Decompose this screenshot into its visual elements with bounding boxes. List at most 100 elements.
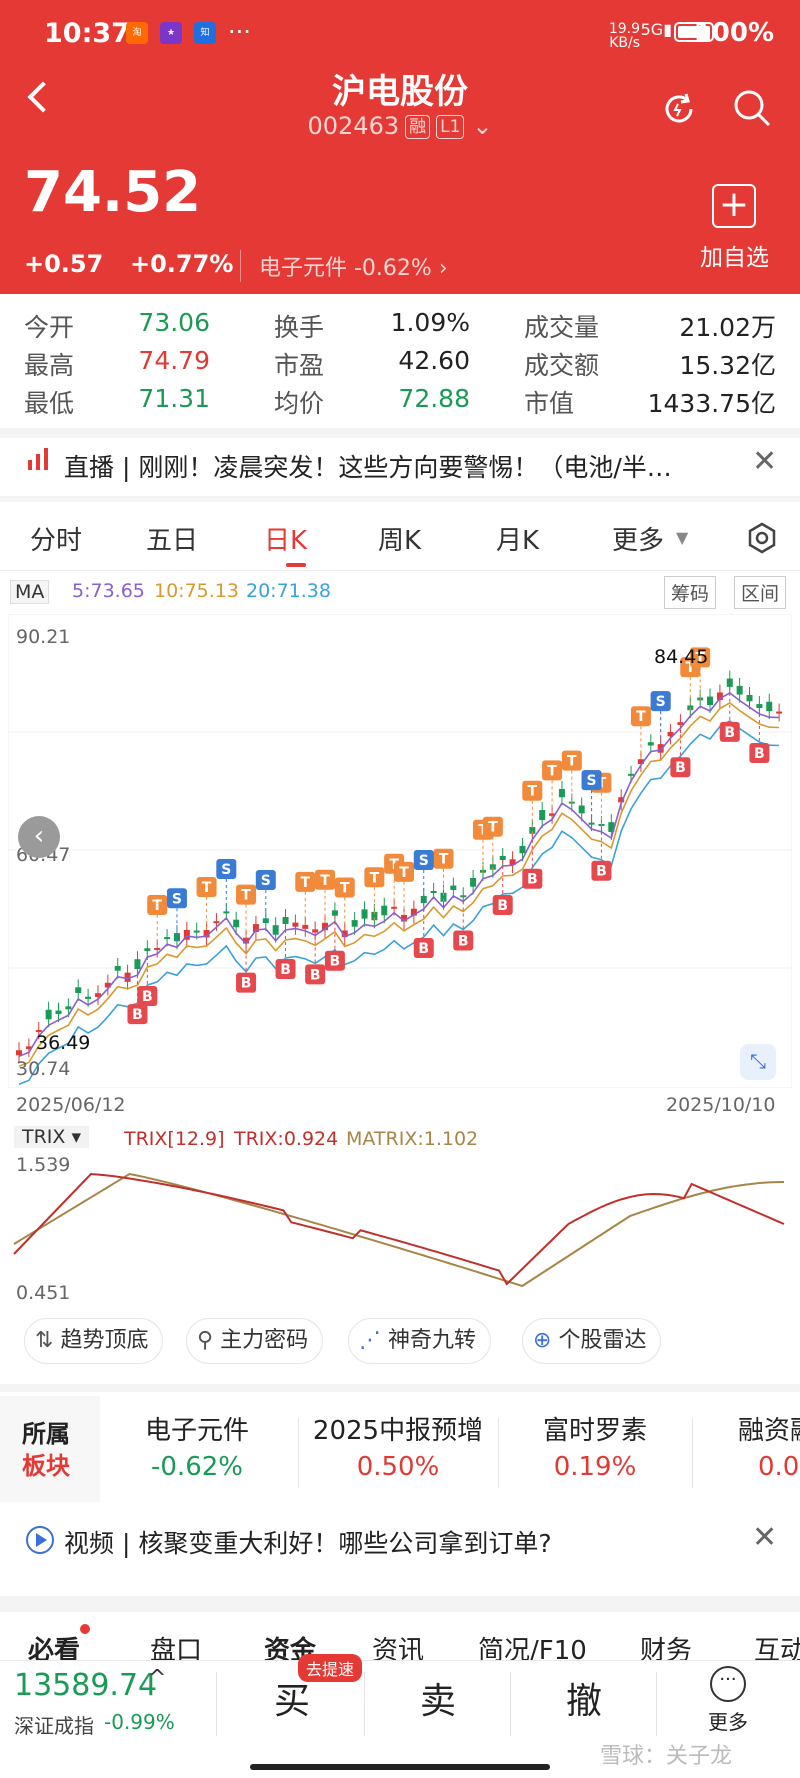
candle-body: [736, 685, 743, 695]
signal-badge: [413, 938, 434, 959]
ma-selector[interactable]: MA: [10, 580, 50, 604]
stat-label: 市盈: [274, 351, 325, 380]
date-start: 2025/06/12: [16, 1094, 126, 1116]
candle-body: [361, 909, 368, 919]
signal-badge: [413, 850, 434, 871]
video-headline[interactable]: 视频 | 核聚变重大利好！哪些公司拿到订单?: [64, 1529, 552, 1558]
index-value[interactable]: 13589.74: [14, 1668, 158, 1703]
ma20-value: 20:71.38: [246, 580, 331, 602]
candle-body: [124, 972, 131, 982]
magic-nine-button[interactable]: ⋰ 神奇九转: [348, 1318, 492, 1364]
notification-dot: [80, 1624, 90, 1634]
signal-badge: [196, 877, 217, 898]
low-label: 36.49: [36, 1032, 91, 1054]
level-tag: L1: [436, 115, 465, 139]
stat-label: 最高: [24, 351, 75, 380]
signal-letter: B: [754, 746, 765, 762]
sector-header: 所属 板块: [0, 1396, 100, 1502]
sector-link[interactable]: 电子元件 -0.62% ›: [240, 250, 448, 282]
candle-body: [756, 704, 763, 709]
stat-label: 成交额: [524, 351, 600, 380]
tab-more[interactable]: 更多: [612, 526, 665, 556]
signal-badge: [561, 750, 582, 771]
sell-button[interactable]: 卖: [419, 1681, 456, 1722]
news-headline[interactable]: 直播 | 刚刚！凌晨突发！这些方向要警惕！（电池/半…: [64, 453, 672, 482]
candle-body: [637, 759, 644, 764]
indicator-selector[interactable]: TRIX ▾: [14, 1126, 90, 1148]
candle-body: [746, 695, 753, 702]
refresh-icon[interactable]: [660, 90, 698, 128]
sector-change: 0.19%: [553, 1452, 637, 1482]
matrix-value: MATRIX:1.102: [346, 1128, 479, 1150]
signal-letter: T: [488, 820, 498, 836]
chart-frame: [8, 614, 792, 1088]
stat-label: 换手: [274, 313, 325, 342]
signal-badge: [591, 860, 612, 881]
tab-intraday[interactable]: 分时: [30, 526, 83, 556]
tab-weekly-k[interactable]: 周K: [378, 526, 422, 556]
trend-top-bottom-button[interactable]: ⇅ 趋势顶底: [24, 1318, 164, 1364]
candle-body: [233, 919, 240, 928]
date-end: 2025/10/10: [666, 1094, 776, 1116]
signal-letter: T: [439, 852, 449, 868]
signal-letter: T: [547, 763, 557, 779]
close-icon[interactable]: ✕: [752, 1520, 778, 1555]
signal-letter: B: [142, 989, 153, 1005]
search-icon[interactable]: [732, 88, 772, 128]
chart-scroll-left-button[interactable]: ‹: [18, 816, 60, 858]
candle-body: [193, 930, 200, 933]
tab-daily-k[interactable]: 日K: [264, 526, 308, 556]
candle-body: [282, 917, 289, 924]
chip-distribution-button[interactable]: 筹码: [664, 576, 717, 609]
range-button[interactable]: 区间: [734, 576, 787, 609]
signal-badge: [749, 743, 770, 764]
tab-monthly-k[interactable]: 月K: [496, 526, 540, 556]
more-icon[interactable]: ···: [710, 1666, 746, 1702]
signal-letter: B: [310, 967, 321, 983]
sector-title-1: 所属: [22, 1420, 70, 1448]
trix-line: [13, 1172, 785, 1288]
k-line-chart[interactable]: BBBBBBBBBBBBBBTTTTTTTTTTTTTTTTTTTTTSSSSS…: [8, 614, 792, 1088]
speed-up-badge[interactable]: 去提速: [298, 1654, 363, 1682]
fullscreen-icon[interactable]: ⤡: [740, 1044, 776, 1080]
sector-change: 0.05: [758, 1452, 800, 1482]
signal-letter: T: [152, 898, 162, 914]
signal-letter: T: [340, 880, 350, 896]
tab-five-day[interactable]: 五日: [146, 526, 199, 556]
candle-body: [65, 1006, 72, 1010]
candle-body: [410, 908, 417, 916]
stock-radar-button[interactable]: ⊕ 个股雷达: [522, 1318, 662, 1364]
candle-body: [716, 692, 723, 701]
candle-body: [391, 906, 398, 909]
stat-value: 71.31: [138, 384, 210, 413]
signal-letter: T: [370, 870, 380, 886]
signal-letter: T: [241, 888, 251, 904]
stock-header: 10:37 淘 ★ 知 ··· 19.9 KB/s 5G▮ 100% 沪电股份 0…: [0, 0, 800, 294]
candle-body: [75, 987, 82, 993]
buy-button[interactable]: 买: [273, 1681, 310, 1722]
settings-icon[interactable]: [746, 522, 778, 554]
candle-body: [608, 822, 615, 832]
cancel-order-button[interactable]: 撤: [565, 1681, 602, 1722]
signal-badge: [394, 861, 414, 882]
signal-badge: [581, 770, 602, 791]
add-watchlist-button[interactable]: +: [712, 184, 756, 228]
stock-code-row[interactable]: 002463 融 L1 ⌄: [0, 112, 800, 140]
sector-name: 电子元件: [144, 1416, 249, 1446]
stat-label: 市值: [524, 389, 575, 418]
signal-letter: T: [320, 873, 330, 889]
more-label[interactable]: 更多: [708, 1710, 748, 1734]
current-price: 74.52: [24, 160, 202, 225]
signal-badge: [522, 780, 543, 801]
home-indicator: [250, 1764, 550, 1770]
signal-letter: T: [695, 650, 705, 666]
main-force-code-button[interactable]: ⚲ 主力密码: [186, 1318, 324, 1364]
candle-body: [618, 797, 625, 803]
high-label: 84.45: [654, 646, 709, 668]
close-icon[interactable]: ✕: [752, 444, 778, 479]
tool-label: 神奇九转: [388, 1328, 477, 1353]
candle-body: [450, 885, 457, 890]
candle-body: [499, 855, 506, 861]
signal-badge: [453, 930, 474, 951]
candle-body: [766, 701, 773, 712]
